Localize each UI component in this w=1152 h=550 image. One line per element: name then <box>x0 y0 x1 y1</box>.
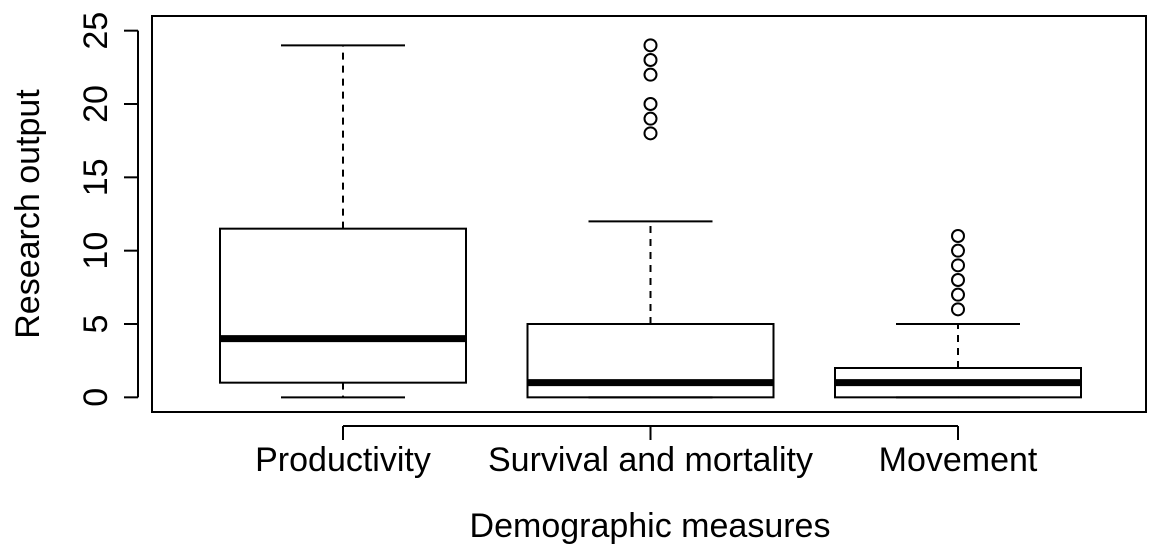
y-tick-label: 5 <box>77 315 115 334</box>
outlier <box>643 126 658 141</box>
y-tick-label: 10 <box>77 232 115 270</box>
x-axis-title: Demographic measures <box>470 507 831 545</box>
box <box>526 323 775 399</box>
y-tick-label: 25 <box>77 12 115 50</box>
y-axis-title: Research output <box>9 89 47 339</box>
y-tick-label: 20 <box>77 85 115 123</box>
outlier <box>951 243 965 258</box>
outlier <box>951 302 965 317</box>
plot-frame <box>151 15 1147 413</box>
x-tick-label: Productivity <box>255 441 431 479</box>
outlier <box>643 67 658 82</box>
y-tick-label: 0 <box>77 388 115 407</box>
outlier <box>951 273 965 287</box>
outlier <box>951 287 965 302</box>
box <box>219 227 467 384</box>
x-tick-label: Survival and mortality <box>488 441 813 479</box>
x-tick-label: Movement <box>879 441 1038 479</box>
outlier <box>643 38 658 53</box>
outlier <box>951 229 965 243</box>
outlier <box>643 111 658 126</box>
outlier <box>643 53 658 67</box>
y-tick-label: 15 <box>77 158 115 196</box>
outlier <box>951 258 965 273</box>
outlier <box>643 97 658 111</box>
